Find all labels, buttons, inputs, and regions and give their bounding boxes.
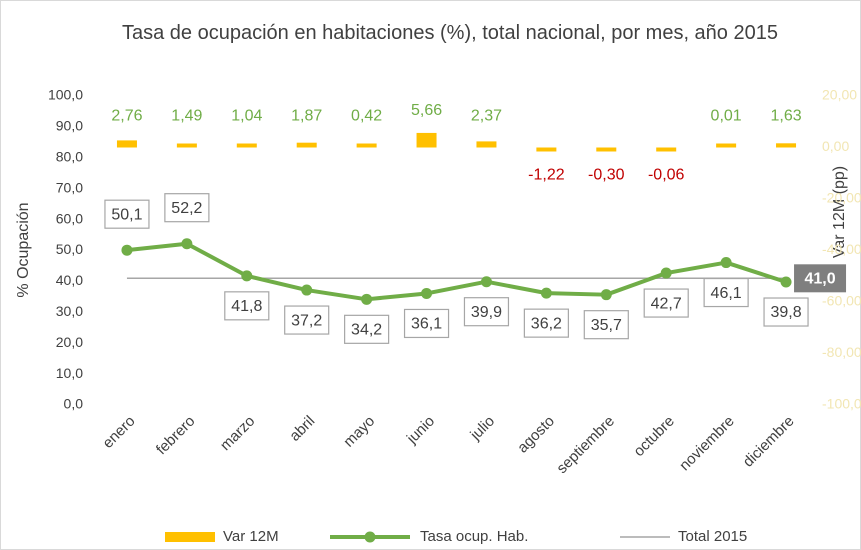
value-label-box	[703, 277, 749, 308]
value-label-box	[164, 193, 210, 223]
value-label-box	[403, 308, 450, 339]
y2-tick-label: 20,00	[822, 87, 857, 103]
value-label-box	[284, 305, 330, 335]
value-label-box	[583, 310, 629, 340]
y2-tick-label: -40,00	[822, 241, 861, 257]
value-label-box	[763, 297, 809, 327]
reference-label: 41,0	[804, 271, 835, 288]
line-marker	[421, 287, 433, 299]
line	[126, 241, 787, 302]
y-axis-label: % Ocupación	[15, 202, 32, 297]
y-tick-label: 80,0	[56, 149, 83, 165]
bar	[236, 143, 257, 148]
line-marker	[181, 238, 193, 250]
bar-value-label: -0,06	[648, 167, 685, 184]
line-value-label: 37,2	[291, 312, 322, 329]
bar-value-label: 5,66	[411, 102, 442, 119]
y2-tick-label: -100,00	[822, 396, 861, 412]
bar-value-label: 1,49	[171, 108, 202, 125]
y2-tick-label: 0,00	[822, 138, 849, 154]
bar-value-label: 0,01	[711, 108, 742, 125]
legend-label: Var 12M	[223, 528, 279, 545]
line-marker	[361, 293, 373, 305]
line-value-label: 50,1	[111, 206, 142, 223]
line-value-label: 36,2	[531, 315, 562, 332]
line-marker	[241, 270, 253, 282]
line-value-label: 46,1	[711, 285, 742, 302]
reference-label-box	[794, 264, 847, 293]
bar-value-label: 0,42	[351, 108, 382, 125]
y-tick-label: 0,0	[64, 396, 84, 412]
line-value-label: 34,2	[351, 322, 382, 339]
bar-value-label: 1,63	[770, 108, 801, 125]
chart-title: Tasa de ocupación en habitaciones (%), t…	[122, 22, 778, 44]
line-value-label: 42,7	[651, 295, 682, 312]
value-label-box	[224, 291, 270, 321]
line-value-label: 35,7	[591, 317, 622, 334]
bar-value-label: -1,22	[528, 167, 565, 184]
line-marker	[780, 276, 792, 288]
bar	[716, 143, 737, 148]
y2-tick-label: -60,00	[822, 293, 861, 309]
y2-tick-label: -80,00	[822, 344, 861, 360]
line-marker	[600, 289, 612, 301]
bar	[416, 132, 437, 148]
bar	[176, 143, 197, 148]
bar	[356, 143, 377, 148]
value-label-box	[344, 314, 390, 344]
legend-label: Total 2015	[678, 528, 747, 545]
y-tick-label: 60,0	[56, 210, 83, 226]
bar	[476, 141, 497, 148]
value-label-box	[643, 288, 689, 318]
bar-value-label: 2,76	[111, 108, 142, 125]
line-value-label: 39,9	[471, 304, 502, 321]
y-tick-label: 90,0	[56, 118, 83, 134]
legend-swatch	[165, 532, 215, 542]
bar-value-label: 1,87	[291, 108, 322, 125]
line-value-label: 39,8	[770, 304, 801, 321]
y-tick-label: 40,0	[56, 272, 83, 288]
line-marker	[121, 244, 133, 256]
bar-value-label: 1,04	[231, 108, 262, 125]
legend-swatch	[364, 531, 376, 543]
y-tick-label: 50,0	[56, 241, 83, 257]
bar	[656, 147, 677, 152]
bar	[296, 142, 317, 148]
y-tick-label: 100,0	[48, 87, 83, 103]
value-label-box	[523, 308, 569, 338]
line-marker	[301, 284, 313, 296]
bar-value-label: 2,37	[471, 108, 502, 125]
bar-value-label: -0,30	[588, 167, 625, 184]
bar	[776, 143, 797, 148]
y-tick-label: 30,0	[56, 303, 83, 319]
y-tick-label: 20,0	[56, 334, 83, 350]
y2-tick-label: -20,00	[822, 190, 861, 206]
legend-label: Tasa ocup. Hab.	[420, 528, 528, 545]
y2-axis-label: Var 12M (pp)	[831, 166, 848, 258]
line-marker	[720, 257, 732, 269]
line-marker	[660, 267, 672, 279]
line-value-label: 36,1	[411, 316, 442, 333]
line-marker	[540, 287, 552, 299]
line-value-label: 41,8	[231, 298, 262, 315]
y-tick-label: 10,0	[56, 365, 83, 381]
line-value-label: 52,2	[171, 200, 202, 217]
y-tick-label: 70,0	[56, 179, 83, 195]
bar	[536, 147, 557, 152]
value-label-box	[463, 297, 510, 327]
line-marker	[480, 276, 492, 288]
bar	[116, 140, 137, 148]
bar	[596, 147, 617, 152]
value-label-box	[104, 199, 150, 229]
